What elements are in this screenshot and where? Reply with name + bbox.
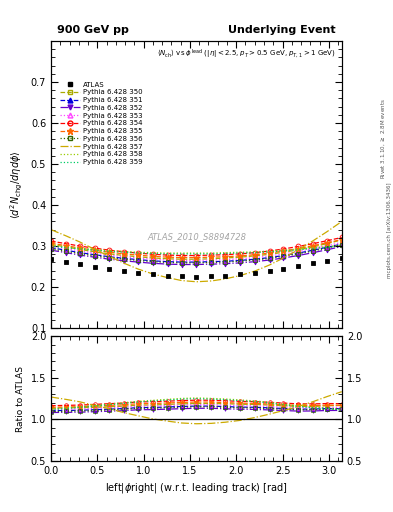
Text: Rivet 3.1.10, $\geq$ 2.8M events: Rivet 3.1.10, $\geq$ 2.8M events <box>379 98 387 179</box>
Y-axis label: Ratio to ATLAS: Ratio to ATLAS <box>16 366 25 432</box>
Text: Underlying Event: Underlying Event <box>228 25 336 35</box>
Text: ATLAS_2010_S8894728: ATLAS_2010_S8894728 <box>147 232 246 241</box>
X-axis label: left$|\phi$right$|$ (w.r.t. leading track) [rad]: left$|\phi$right$|$ (w.r.t. leading trac… <box>105 481 288 495</box>
Legend: ATLAS, Pythia 6.428 350, Pythia 6.428 351, Pythia 6.428 352, Pythia 6.428 353, P: ATLAS, Pythia 6.428 350, Pythia 6.428 35… <box>57 79 145 168</box>
Text: mcplots.cern.ch [arXiv:1306.3436]: mcplots.cern.ch [arXiv:1306.3436] <box>387 183 391 278</box>
Text: $\langle N_{\rm ch}\rangle$ vs $\phi^{\rm lead}$ ($|\eta| < 2.5$, $p_T > 0.5$ Ge: $\langle N_{\rm ch}\rangle$ vs $\phi^{\r… <box>157 48 336 61</box>
Text: 900 GeV pp: 900 GeV pp <box>57 25 129 35</box>
Y-axis label: $\langle d^2 N_{\rm chg}/d\eta d\phi \rangle$: $\langle d^2 N_{\rm chg}/d\eta d\phi \ra… <box>9 150 25 219</box>
